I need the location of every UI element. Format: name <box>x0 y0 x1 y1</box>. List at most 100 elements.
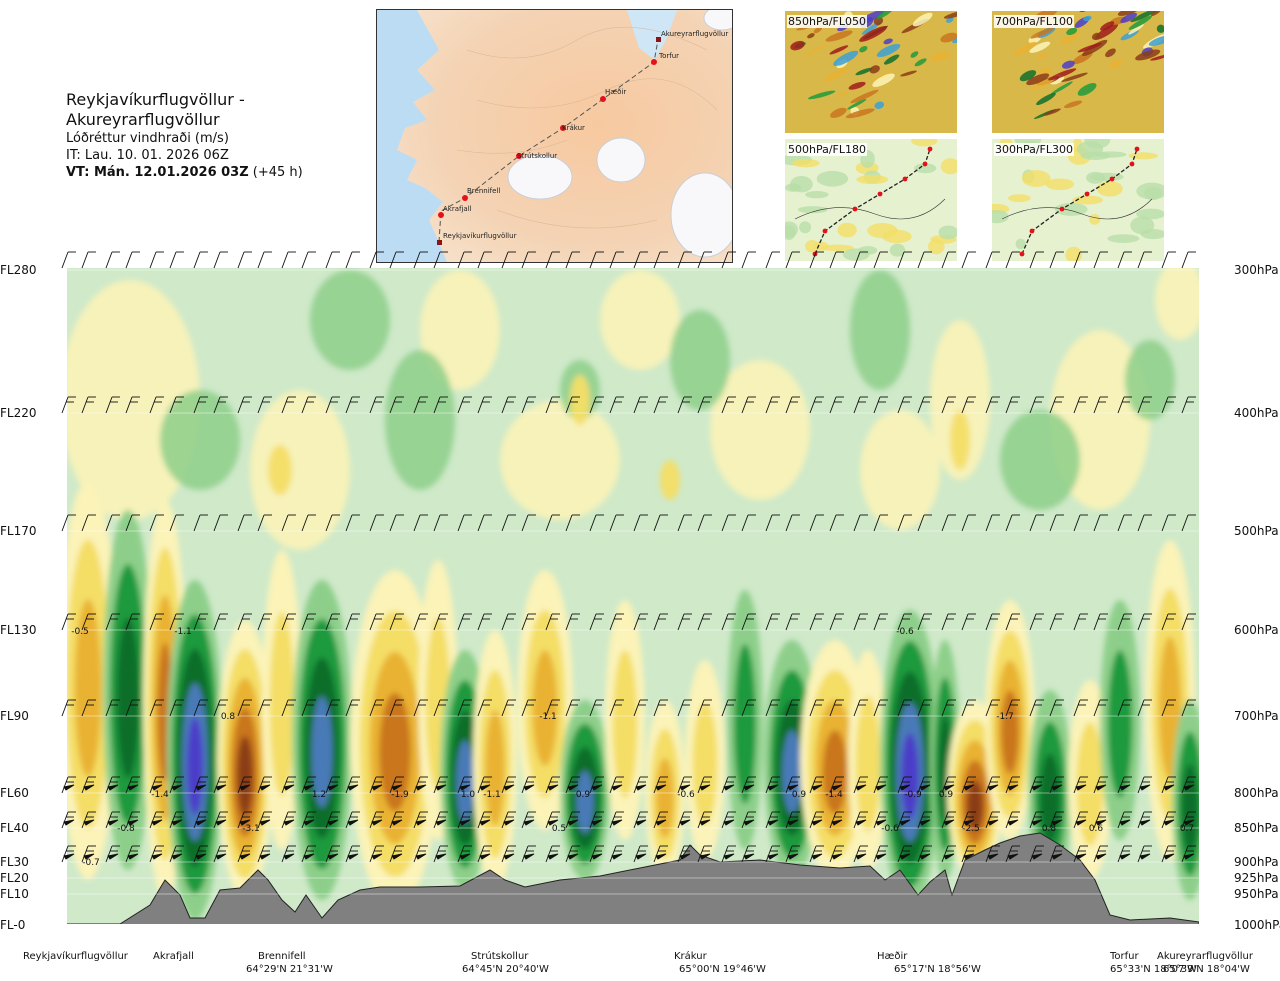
wind-barb <box>325 514 340 532</box>
wind-barb <box>1137 251 1152 269</box>
wind-barb <box>697 613 712 631</box>
wind-barb <box>1161 514 1176 532</box>
wind-barb <box>609 514 624 532</box>
wind-barb <box>1029 776 1044 794</box>
station-label: Torfur <box>1109 951 1139 962</box>
wind-barb <box>213 699 228 717</box>
wind-barb <box>609 251 624 269</box>
wind-barb <box>829 776 844 794</box>
wind-barb <box>125 514 140 532</box>
wind-barb <box>897 845 912 863</box>
wind-barb <box>917 811 932 829</box>
value-label: 1.2 <box>312 790 326 800</box>
wind-barb <box>853 251 868 269</box>
wind-barb <box>1181 251 1196 269</box>
wind-barb <box>1093 396 1108 414</box>
wind-barb <box>1005 699 1020 717</box>
contour-blob <box>1182 763 1198 853</box>
wind-barb <box>125 699 140 717</box>
contour-blob <box>950 410 970 470</box>
value-label: 0.7 <box>1180 824 1194 834</box>
wind-barb <box>1117 811 1132 829</box>
thumbnail-500hpa[interactable]: 500hPa/FL180 <box>785 139 957 261</box>
wind-barb <box>765 811 780 829</box>
wind-barb <box>325 396 340 414</box>
wind-barb <box>653 251 668 269</box>
wind-barb <box>1073 845 1088 863</box>
wind-barb <box>785 811 800 829</box>
value-label: -1.4 <box>825 790 843 800</box>
thumbnail-700hpa[interactable]: 700hPa/FL100 <box>992 11 1164 133</box>
value-label: 0.8 <box>1042 824 1057 834</box>
wind-barb <box>785 514 800 532</box>
wind-barb <box>697 396 712 414</box>
wind-barb <box>829 514 844 532</box>
wind-barb <box>477 699 492 717</box>
route-title: Reykjavíkurflugvöllur - Akureyrarflugvöl… <box>66 90 245 129</box>
wind-barb <box>477 776 492 794</box>
contour-blob <box>850 270 910 390</box>
wind-barb <box>653 845 668 863</box>
thumbnail-label: 850hPa/FL050 <box>787 15 868 28</box>
wind-barb <box>1093 811 1108 829</box>
wind-barb <box>1137 845 1152 863</box>
wind-barb <box>193 776 208 794</box>
wind-barb <box>1161 776 1176 794</box>
contour-blob <box>187 717 203 815</box>
thumbnail-850hpa[interactable]: 850hPa/FL050 <box>785 11 957 133</box>
wind-barb <box>829 396 844 414</box>
wind-barb <box>1073 514 1088 532</box>
wind-barb <box>897 613 912 631</box>
wind-barb <box>633 699 648 717</box>
wind-barb <box>105 699 120 717</box>
wind-barb <box>457 776 472 794</box>
wind-barb <box>941 776 956 794</box>
wind-barb <box>81 845 96 863</box>
value-label: -3.1 <box>242 824 260 834</box>
wind-barb <box>149 776 164 794</box>
wind-barb <box>61 699 76 717</box>
wind-barb <box>829 699 844 717</box>
wind-barb <box>589 811 604 829</box>
wind-barb <box>1117 699 1132 717</box>
wind-barb <box>1181 776 1196 794</box>
wind-barb <box>237 811 252 829</box>
wind-barb <box>721 811 736 829</box>
wind-barb <box>345 811 360 829</box>
wind-barb <box>1161 613 1176 631</box>
wind-barb <box>61 251 76 269</box>
contour-blob <box>116 618 140 778</box>
contour-blob <box>268 445 292 495</box>
wind-barb <box>301 699 316 717</box>
wind-barb <box>589 776 604 794</box>
contour-blob <box>612 650 638 798</box>
station-label: Brennifell <box>258 951 306 962</box>
contour-blob <box>160 390 240 490</box>
wind-barb <box>389 514 404 532</box>
wind-barb <box>1029 251 1044 269</box>
value-label: -1.9 <box>391 790 409 800</box>
wind-barb <box>633 776 648 794</box>
wind-barb <box>81 613 96 631</box>
wind-barb <box>169 514 184 532</box>
wind-barb <box>721 776 736 794</box>
level-label-right: 950hPa <box>1234 887 1279 901</box>
thumbnail-300hpa[interactable]: 300hPa/FL300 <box>992 139 1164 261</box>
map-label-haedir: Hæðir <box>605 88 626 96</box>
wind-barb <box>985 396 1000 414</box>
contour-blob <box>967 780 983 832</box>
wind-barb <box>213 251 228 269</box>
wind-barb <box>501 776 516 794</box>
map-label-akrafjall: Akrafjall <box>443 205 472 213</box>
wind-barb <box>169 396 184 414</box>
wind-barb <box>413 514 428 532</box>
wind-barb <box>961 776 976 794</box>
wind-barb <box>565 396 580 414</box>
wind-barb <box>1049 396 1064 414</box>
wind-barb <box>169 251 184 269</box>
wind-barb <box>193 251 208 269</box>
wind-barb <box>169 699 184 717</box>
contour-blob <box>733 644 757 804</box>
wind-barb <box>1117 776 1132 794</box>
value-label: -0.6 <box>881 824 899 834</box>
